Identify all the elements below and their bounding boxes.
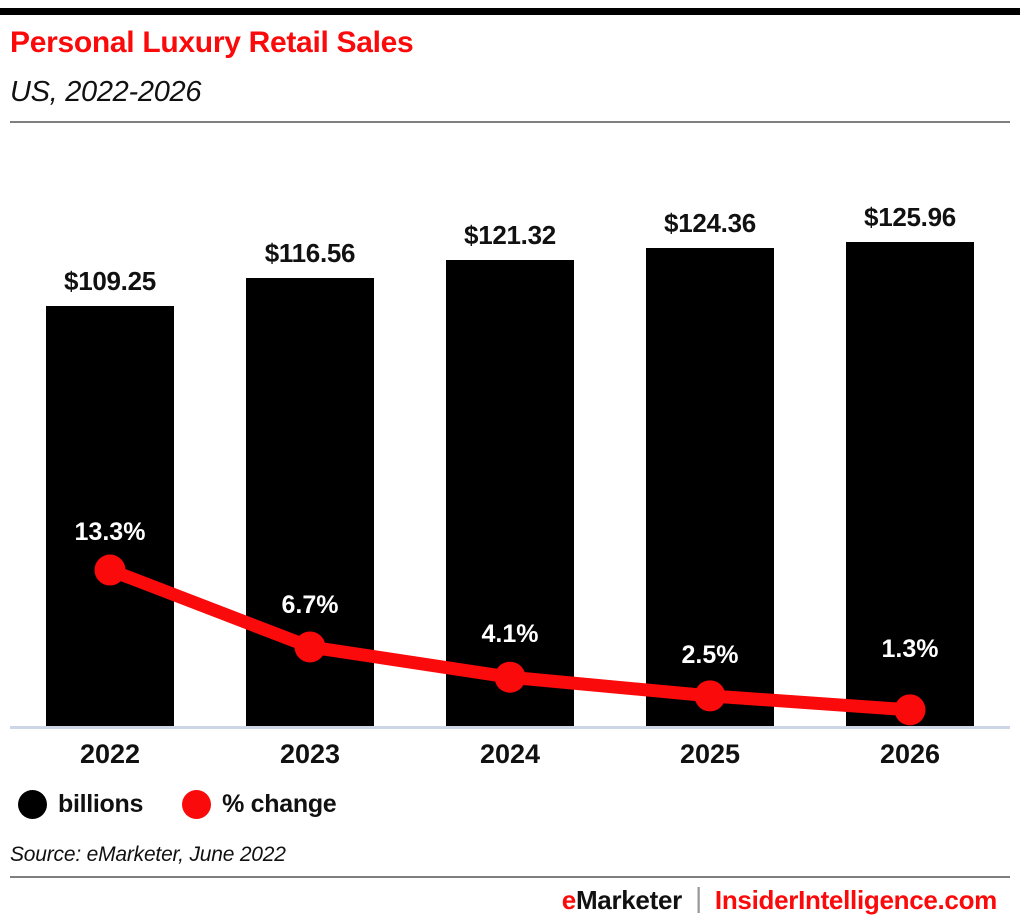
pct-change-label-2022: 13.3%	[74, 518, 146, 547]
pct-change-label-2023: 6.7%	[281, 590, 339, 619]
insider-intelligence-link[interactable]: InsiderIntelligence.com	[714, 884, 997, 915]
top-accent-bar	[0, 8, 1020, 15]
x-axis-baseline	[10, 726, 1010, 729]
legend-swatch-pct-change-icon	[182, 790, 212, 819]
emarketer-logo: eMarketer	[562, 885, 682, 916]
bar-value-label-2025: $124.36	[664, 207, 756, 238]
bar-value-label-2024: $121.32	[464, 219, 556, 250]
source-note: Source: eMarketer, June 2022	[10, 843, 286, 866]
footer-divider	[10, 876, 1010, 878]
pct-change-label-2026: 1.3%	[881, 634, 939, 663]
chart-legend: billions % change	[18, 790, 337, 819]
legend-swatch-billions-icon	[18, 790, 47, 819]
legend-item-billions: billions	[18, 790, 143, 819]
bar-value-label-2023: $116.56	[264, 237, 356, 268]
bar-value-label-2022: $109.25	[64, 265, 156, 296]
legend-item-pct-change: % change	[182, 790, 337, 819]
x-axis-tick-2022: 2022	[79, 739, 141, 769]
emarketer-logo-accent: e	[561, 884, 576, 915]
legend-label-pct-change: % change	[222, 790, 337, 818]
page-subtitle: US, 2022-2026	[10, 76, 202, 108]
bar-2024	[446, 259, 574, 726]
footer-separator: |	[694, 882, 702, 913]
x-axis-tick-2026: 2026	[879, 739, 941, 769]
footer-brandbar: eMarketer | InsiderIntelligence.com	[562, 882, 998, 916]
header-divider	[10, 121, 1010, 123]
bar-2023	[246, 277, 374, 726]
x-axis-tick-2024: 2024	[479, 739, 541, 769]
pct-change-label-2025: 2.5%	[681, 640, 739, 669]
x-axis-tick-2025: 2025	[679, 739, 741, 769]
bar-2022	[46, 305, 174, 726]
pct-change-label-2024: 4.1%	[481, 620, 539, 649]
bar-value-label-2026: $125.96	[864, 201, 956, 232]
legend-label-billions: billions	[58, 790, 144, 818]
page-title: Personal Luxury Retail Sales	[10, 26, 414, 59]
x-axis-tick-2023: 2023	[279, 739, 341, 769]
emarketer-logo-rest: Marketer	[575, 884, 682, 915]
